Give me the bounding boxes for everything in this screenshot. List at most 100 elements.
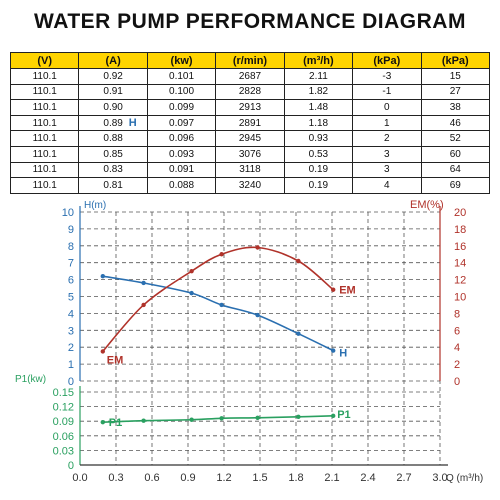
h-point (141, 280, 146, 286)
x-axis-label: Q (m³/h) (446, 473, 483, 484)
spec-table: (V) (A) (kw) (r/min) (m³/h) (kPa) (kPa) 110.1 0… (9, 52, 491, 194)
h-point (100, 274, 106, 279)
p1-axis-label: P1(kw) (15, 374, 46, 385)
x-tick-label: 3.0 (432, 472, 447, 484)
table-header-cell: (V) (9, 52, 80, 69)
p1-point (219, 416, 224, 421)
table-cell: 0.81 (78, 177, 148, 194)
x-tick-label: 2.7 (396, 472, 411, 484)
table-cell: 52 (420, 130, 491, 147)
table-cell: 46 (420, 115, 491, 131)
table-body: 110.1 0.92 0.101 2687 2.11 -3 15 110.1 0.91 0.100… (9, 68, 491, 194)
em-point (141, 302, 146, 308)
em-point (296, 258, 301, 264)
table-cell: 64 (420, 162, 491, 178)
p1-tick-label: 0.03 (53, 445, 74, 457)
table-cell: 0.92 (78, 68, 148, 85)
table-header-row: (V) (A) (kw) (r/min) (m³/h) (kPa) (kPa) (9, 52, 491, 69)
h-label-end: H (339, 348, 347, 360)
table-header-cell: (kPa) (420, 52, 491, 69)
table-row: 110.1 0.88 0.096 2945 0.93 2 52 (9, 130, 491, 147)
p1-point (331, 413, 336, 419)
em-point (331, 287, 336, 292)
h-tick-label: 8 (68, 241, 74, 253)
p1-tick-label: 0.12 (53, 402, 74, 414)
x-tick-label: 0.0 (72, 472, 87, 484)
table-cell: 0.099 (146, 99, 217, 116)
table-cell: 0.093 (146, 146, 217, 163)
x-tick-label: 0.3 (108, 472, 123, 484)
x-tick-label: 2.4 (360, 472, 375, 484)
h-tick-label: 2 (68, 342, 74, 354)
table-cell: 0.100 (146, 84, 217, 100)
h-point (189, 290, 194, 296)
em-axis-label: EM(%) (410, 199, 444, 211)
table-cell: 0.89 (78, 115, 148, 131)
em-point (219, 252, 224, 257)
em-tick-label: 2 (454, 359, 460, 371)
em-tick-label: 4 (454, 342, 460, 354)
p1-tick-label: 0.09 (53, 416, 74, 428)
em-tick-label: 6 (454, 325, 460, 337)
em-tick-label: 8 (454, 308, 460, 320)
em-label-end: EM (339, 285, 356, 297)
em-tick-label: 18 (454, 224, 466, 236)
em-point (189, 268, 194, 274)
x-tick-label: 2.1 (324, 472, 339, 484)
h-point (331, 348, 336, 353)
h-tick-label: 3 (68, 325, 74, 337)
p1-label-start: P1 (109, 417, 122, 429)
table-row: 110.1 0.91 0.100 2828 1.82 -1 27 (9, 84, 491, 100)
h-label-start: H (129, 117, 137, 129)
table-cell: 0.91 (78, 84, 148, 100)
em-point (255, 245, 260, 250)
x-tick-label: 1.2 (216, 472, 231, 484)
h-axis-label: H(m) (84, 200, 106, 211)
h-tick-label: 4 (68, 308, 74, 320)
em-tick-label: 14 (454, 258, 466, 270)
table-row: 110.1 0.81 0.088 3240 0.19 4 69 (9, 177, 491, 194)
x-tick-label: 1.5 (252, 472, 267, 484)
h-tick-label: 6 (68, 275, 74, 287)
p1-point (189, 417, 194, 422)
em-point (100, 349, 106, 354)
em-tick-label: 20 (454, 207, 466, 219)
h-point (296, 331, 301, 336)
h-tick-label: 9 (68, 224, 74, 236)
table-row: 110.1 0.92 0.101 2687 2.11 -3 15 (9, 68, 491, 85)
p1-point (296, 414, 301, 420)
h-point (255, 312, 260, 318)
p1-tick-label: 0 (68, 460, 74, 472)
h-tick-label: 7 (68, 258, 74, 270)
page-title: WATER PUMP PERFORMANCE DIAGRAM (34, 10, 466, 33)
table-cell: 0.83 (78, 162, 148, 178)
table-cell: 38 (420, 99, 491, 116)
em-tick-label: 10 (454, 292, 466, 304)
table-cell: 60 (420, 146, 491, 163)
em-tick-label: 16 (454, 241, 466, 253)
table-cell: 69 (420, 177, 491, 194)
table-header-cell: (kPa) (352, 52, 422, 69)
h-tick-label: 1 (68, 359, 74, 371)
table-header-cell: (m³/h) (283, 52, 354, 69)
h-tick-label: 0 (68, 376, 74, 388)
table-cell: 0.85 (78, 146, 148, 163)
table-cell: 0.096 (146, 130, 217, 147)
table-cell: 0.091 (146, 162, 217, 178)
table-cell: 0.88 (78, 130, 148, 147)
p1-tick-label: 0.15 (53, 387, 74, 399)
p1-point (141, 418, 146, 423)
table-row: 110.1 0.83 0.091 3118 0.19 3 64 (9, 162, 491, 178)
table-cell: 0.101 (146, 68, 217, 85)
em-tick-label: 0 (454, 376, 460, 388)
table-cell: 27 (420, 84, 491, 100)
table-cell: 0.088 (146, 177, 217, 194)
em-tick-label: 12 (454, 275, 466, 287)
p1-tick-label: 0.06 (53, 431, 74, 443)
table-cell: 0.90 (78, 99, 148, 116)
x-tick-label: 1.8 (288, 472, 303, 484)
table-row: 110.1 0.89 0.097 2891 1.18 1 46 (9, 115, 491, 131)
table-row: 110.1 0.90 0.099 2913 1.48 0 38 (9, 99, 491, 116)
